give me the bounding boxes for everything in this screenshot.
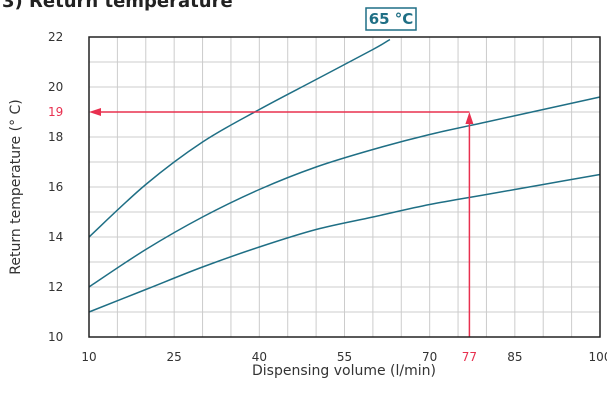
series-lines — [88, 38, 601, 313]
reading-annotation — [89, 108, 474, 337]
x-tick-label: 10 — [81, 350, 96, 364]
series-line-1 — [88, 38, 391, 238]
badge-box — [365, 7, 417, 31]
x-tick-label: 100 — [589, 350, 607, 364]
y-tick-label: 12 — [48, 280, 63, 294]
series-line-3 — [88, 173, 601, 313]
page-title: 3) Return temperature — [2, 0, 233, 12]
badge-label: 65 °C — [369, 10, 414, 28]
y-tick-label: 22 — [48, 30, 63, 44]
x-tick-label: 40 — [252, 350, 267, 364]
y-tick-label: 10 — [48, 330, 63, 344]
y-axis-label: Return temperature (° C) — [8, 99, 24, 275]
x-axis-label: Dispensing volume (l/min) — [252, 363, 436, 379]
y-tick-label: 20 — [48, 80, 63, 94]
annotation-arrowhead-up — [465, 112, 474, 124]
plot-frame — [88, 36, 601, 338]
temperature-badge: 65 °C — [365, 7, 417, 31]
tick-labels: 10 25 40 55 70 85 100 10 12 14 16 18 20 22 77 19 — [48, 30, 607, 364]
x-highlight-tick-label: 77 — [462, 350, 477, 364]
y-tick-label: 14 — [48, 230, 63, 244]
x-tick-label: 85 — [507, 350, 522, 364]
grid-lines — [89, 37, 600, 337]
annotation-arrowhead-left — [89, 108, 101, 116]
y-highlight-tick-label: 19 — [48, 105, 63, 119]
x-tick-label: 70 — [422, 350, 437, 364]
x-tick-label: 25 — [167, 350, 182, 364]
x-tick-label: 55 — [337, 350, 352, 364]
y-tick-label: 18 — [48, 130, 63, 144]
series-line-2 — [88, 96, 601, 288]
y-tick-label: 16 — [48, 180, 63, 194]
